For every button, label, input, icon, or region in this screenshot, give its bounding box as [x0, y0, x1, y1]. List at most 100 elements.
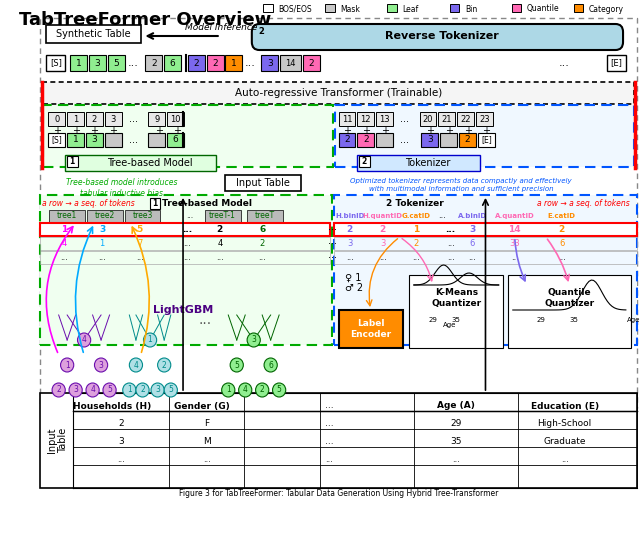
Text: Auto-regressive Transformer (Trainable): Auto-regressive Transformer (Trainable)	[235, 88, 442, 98]
Bar	[607, 55, 626, 71]
Text: ...: ...	[511, 253, 518, 262]
Text: Reverse Tokenizer: Reverse Tokenizer	[385, 31, 499, 41]
Text: Leaf: Leaf	[403, 4, 419, 14]
Bar	[70, 55, 87, 71]
Text: ...: ...	[445, 225, 456, 234]
Text: 21: 21	[442, 115, 452, 123]
Text: ...: ...	[129, 135, 138, 145]
Text: +: +	[445, 126, 452, 136]
Text: 6: 6	[173, 135, 179, 144]
Text: ...: ...	[216, 253, 224, 262]
Bar	[420, 112, 436, 126]
Text: a row → a seq. of tokens: a row → a seq. of tokens	[42, 199, 135, 208]
Text: tree2: tree2	[95, 212, 115, 221]
Text: 5: 5	[168, 386, 173, 394]
Text: 6: 6	[259, 225, 266, 234]
Text: ...: ...	[412, 253, 420, 262]
Bar	[40, 237, 330, 250]
Text: [S]: [S]	[50, 58, 62, 68]
Bar	[188, 55, 205, 71]
Bar	[512, 4, 522, 12]
Text: 2 Tokenizer: 2 Tokenizer	[386, 199, 444, 208]
Text: A.binID: A.binID	[458, 213, 487, 219]
Text: +: +	[72, 126, 79, 136]
Text: Tree-based model introduces
tabular inductive bias: Tree-based model introduces tabular indu…	[66, 179, 177, 197]
Text: Households (H): Households (H)	[73, 401, 152, 411]
Bar	[49, 210, 85, 222]
Text: 9: 9	[154, 115, 159, 123]
Bar	[334, 251, 637, 264]
Text: [E]: [E]	[611, 58, 622, 68]
Text: 6: 6	[170, 58, 175, 68]
Text: a row → a seq. of tokens: a row → a seq. of tokens	[537, 199, 630, 208]
Bar	[43, 105, 333, 167]
Text: 4: 4	[82, 335, 86, 345]
Text: treeT: treeT	[255, 212, 275, 221]
Text: ...: ...	[346, 253, 354, 262]
Bar	[450, 4, 459, 12]
Text: ...: ...	[400, 135, 409, 145]
Text: Tree-based Model: Tree-based Model	[108, 158, 193, 168]
Text: +: +	[154, 126, 163, 136]
Bar	[86, 112, 103, 126]
Bar	[440, 133, 457, 147]
Text: 13: 13	[380, 115, 390, 123]
Text: 1: 1	[226, 386, 230, 394]
Text: ...: ...	[379, 253, 387, 262]
Text: ...: ...	[324, 438, 333, 446]
Circle shape	[264, 358, 277, 372]
Text: 3: 3	[99, 360, 104, 370]
Text: LightGBM: LightGBM	[153, 305, 213, 315]
Bar	[40, 393, 637, 488]
Text: ...: ...	[438, 212, 446, 221]
Text: +: +	[52, 126, 61, 136]
Text: Input
Table: Input Table	[47, 427, 68, 453]
Text: 1: 1	[231, 58, 237, 68]
Text: E.catID: E.catID	[548, 213, 576, 219]
Text: 2: 2	[465, 135, 470, 144]
Text: treeT-1: treeT-1	[209, 212, 236, 221]
Text: 3: 3	[155, 386, 160, 394]
Text: 12: 12	[360, 115, 371, 123]
Bar	[105, 112, 122, 126]
Text: F: F	[204, 419, 209, 428]
Text: 2: 2	[217, 225, 223, 234]
Text: H.binID: H.binID	[335, 213, 365, 219]
Text: +: +	[463, 126, 472, 136]
Text: 6: 6	[268, 360, 273, 370]
Bar	[108, 55, 125, 71]
Text: M: M	[203, 438, 211, 446]
Text: ...: ...	[136, 253, 143, 262]
Text: 2: 2	[151, 58, 157, 68]
Bar	[67, 156, 77, 167]
Text: Quantile: Quantile	[527, 4, 559, 14]
Circle shape	[123, 383, 136, 397]
Text: 4: 4	[90, 386, 95, 394]
Text: +: +	[109, 126, 117, 136]
Circle shape	[86, 383, 99, 397]
Text: Gender (G): Gender (G)	[174, 401, 230, 411]
Bar	[86, 133, 103, 147]
Text: ...: ...	[117, 456, 125, 465]
Text: 1: 1	[152, 199, 157, 208]
Text: Model Inference: Model Inference	[184, 23, 257, 32]
Text: +: +	[343, 126, 351, 136]
Bar	[261, 55, 278, 71]
Text: ...: ...	[559, 58, 570, 68]
Text: ...: ...	[561, 456, 568, 465]
Text: +: +	[362, 126, 370, 136]
Text: 5: 5	[276, 386, 282, 394]
Text: 5: 5	[136, 225, 143, 234]
Text: 0: 0	[54, 115, 60, 123]
Text: ...: ...	[324, 419, 333, 428]
Bar	[457, 112, 474, 126]
Text: ...: ...	[183, 239, 191, 248]
Bar	[87, 210, 123, 222]
Text: Graduate: Graduate	[543, 438, 586, 446]
Text: 5: 5	[234, 360, 239, 370]
Bar	[40, 18, 637, 408]
Bar	[280, 55, 301, 71]
Text: 4: 4	[61, 239, 67, 248]
Bar	[459, 133, 476, 147]
FancyBboxPatch shape	[252, 24, 623, 50]
